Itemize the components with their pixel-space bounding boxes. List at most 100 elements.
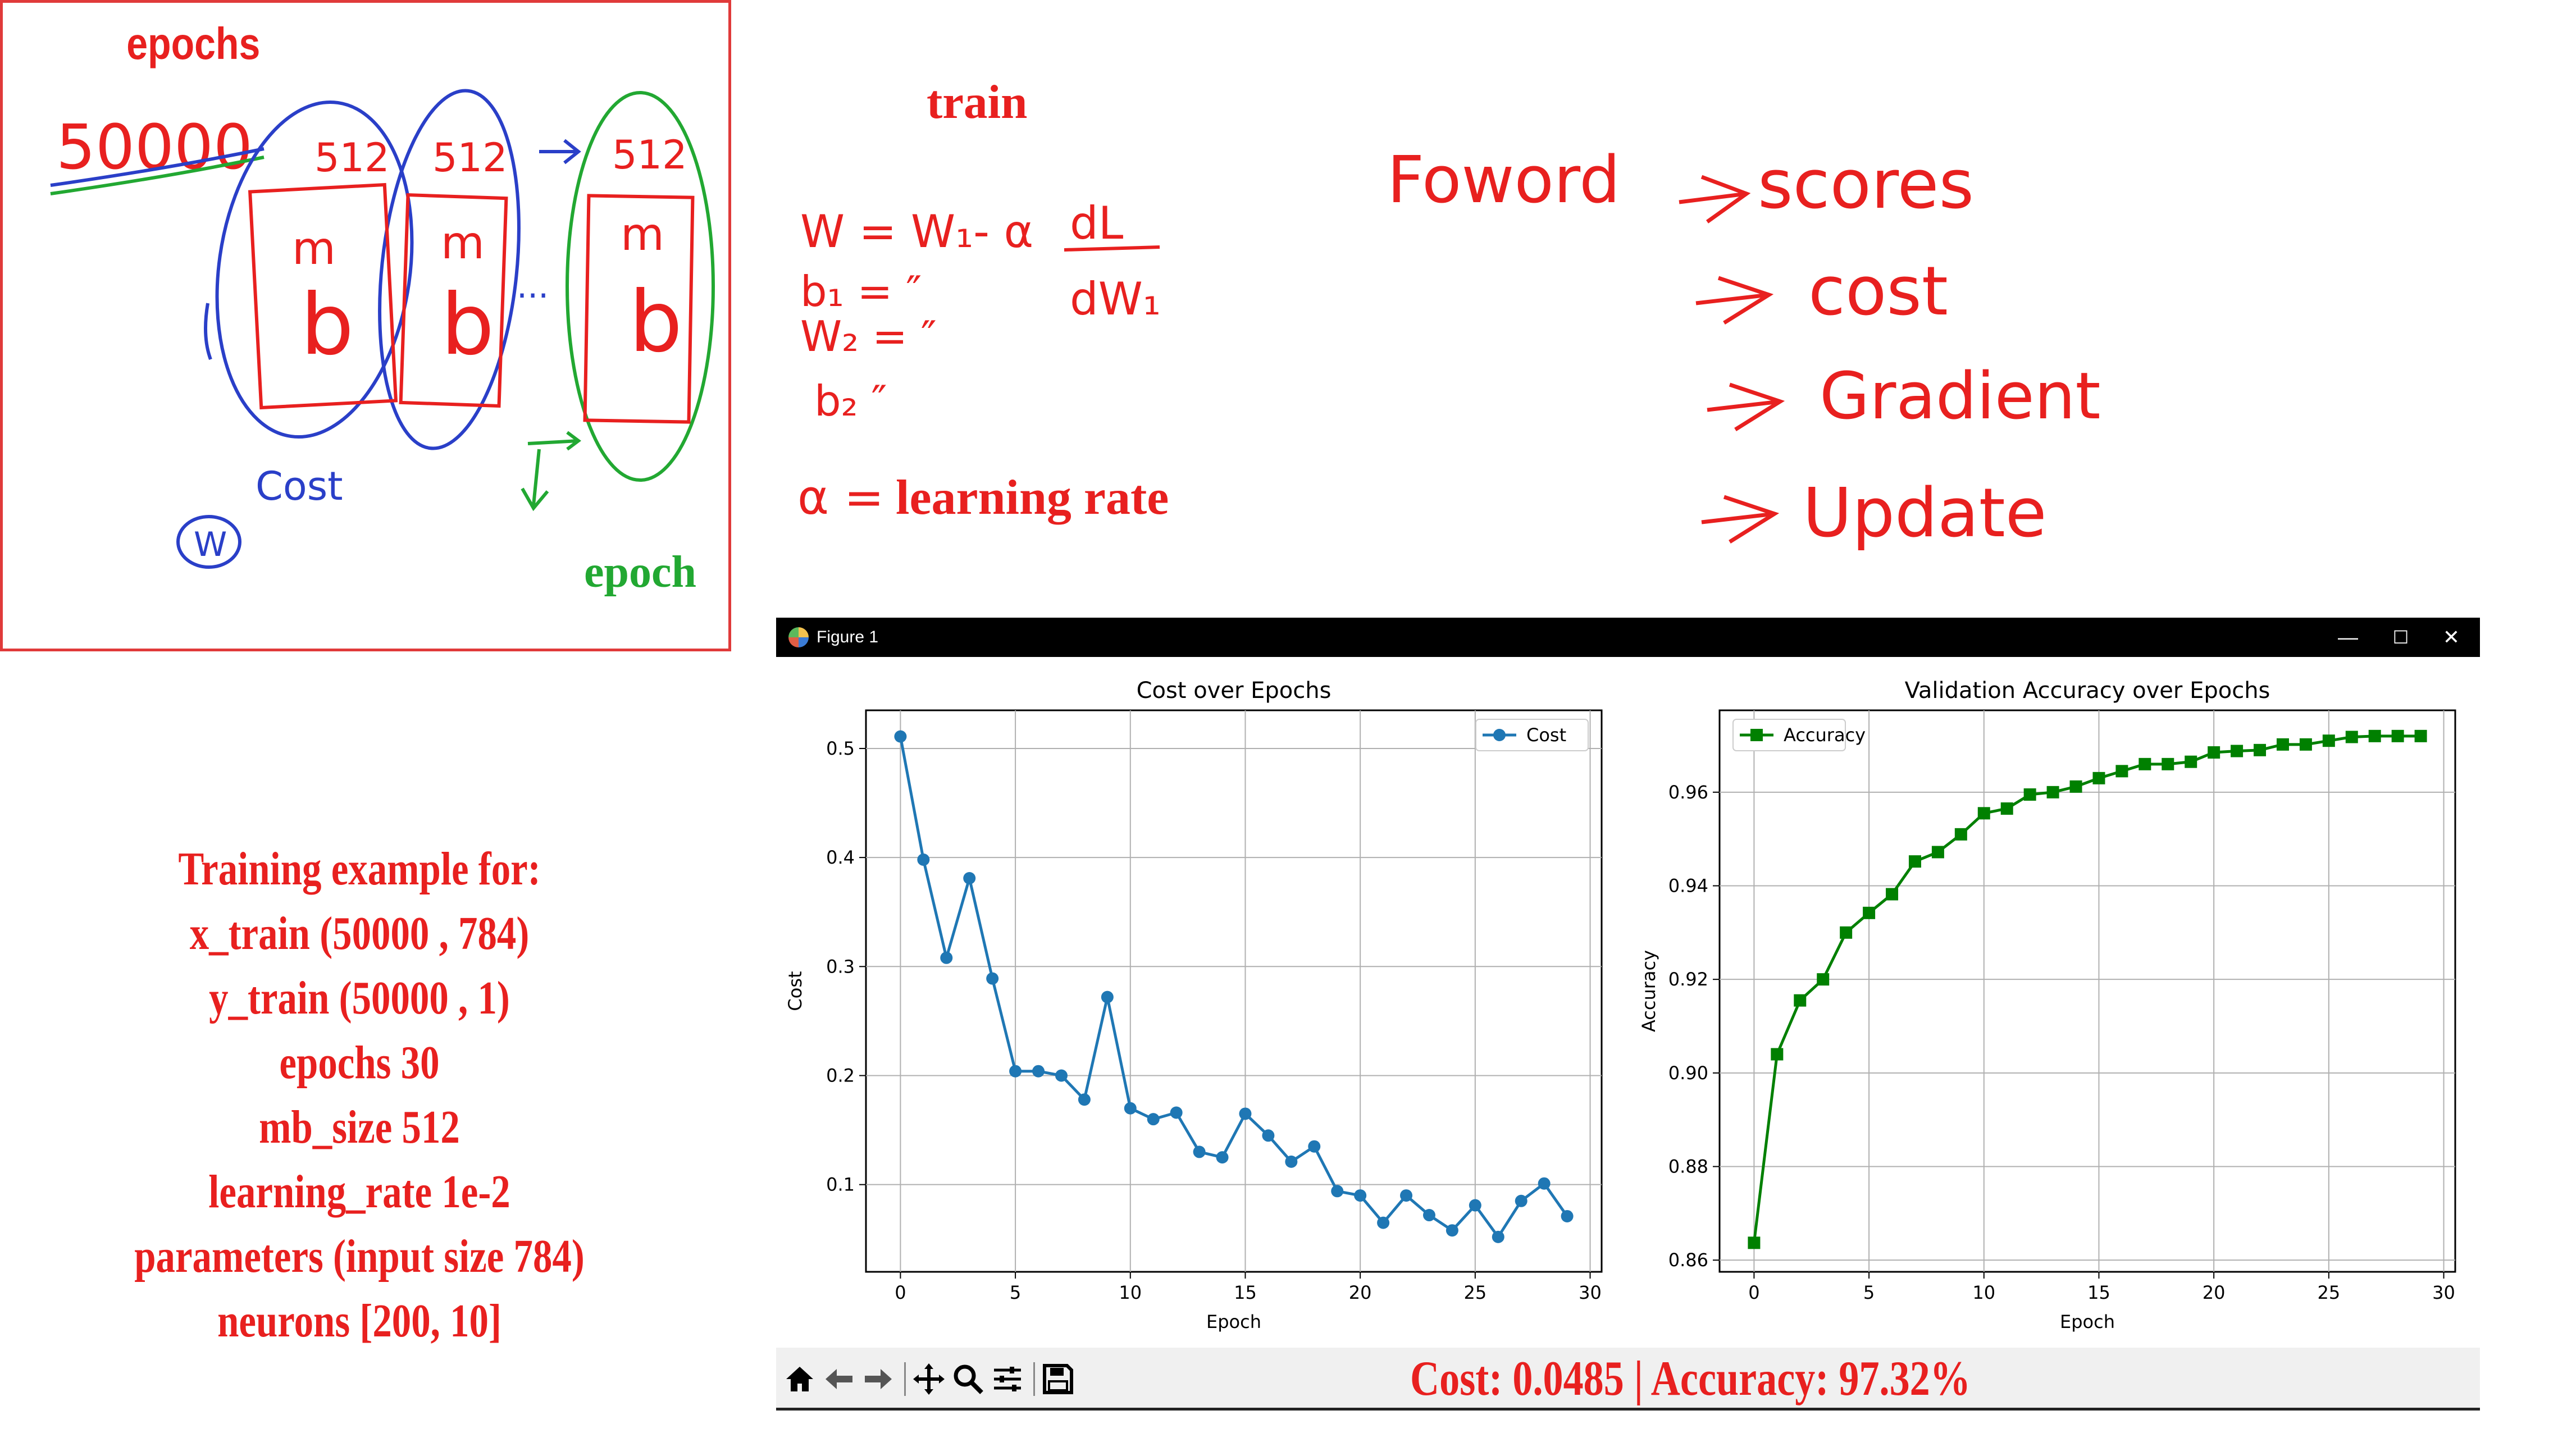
data-point xyxy=(1748,1236,1761,1249)
data-point xyxy=(1400,1189,1413,1202)
training-status-message: Cost: 0.0485 | Accuracy: 97.32% xyxy=(1410,1352,1971,1406)
sketch-ellipsis: ... xyxy=(517,267,549,306)
training-info: Training example for: x_train (50000 , 7… xyxy=(111,837,608,1353)
training-info-line: x_train (50000 , 784) xyxy=(189,907,530,960)
data-point xyxy=(1147,1113,1160,1126)
whiteboard-annotations: epochs 50000 512 512 512 m b m b m b ...… xyxy=(50,19,2101,597)
cost-axes: 0 5 10 15 20 25 30 0.1 0.2 0.3 0.4 0.5 Cost over Ep… xyxy=(785,678,1603,1332)
x-tick-label: 5 xyxy=(1863,1282,1875,1303)
x-tick-label: 15 xyxy=(2087,1282,2110,1303)
data-point xyxy=(1886,888,1899,901)
x-tick-label: 0 xyxy=(1748,1282,1759,1303)
cost-legend-label: Cost xyxy=(1526,724,1566,746)
data-point xyxy=(894,730,907,743)
data-point xyxy=(1794,994,1807,1007)
batch-ellipse-2 xyxy=(378,89,521,450)
cost-legend-marker xyxy=(1493,729,1506,741)
training-info-line: parameters (input size 784) xyxy=(134,1230,585,1282)
data-point xyxy=(2368,729,2381,742)
arrow-icon xyxy=(1695,276,1774,325)
save-icon[interactable] xyxy=(1040,1361,1076,1397)
zoom-icon[interactable] xyxy=(950,1361,986,1397)
training-info-line: neurons [200, 10] xyxy=(217,1295,501,1347)
flow-arrows xyxy=(1679,175,1785,544)
x-tick-label: 0 xyxy=(895,1282,906,1303)
accuracy-legend: Accuracy xyxy=(1732,719,1866,751)
figure-canvas[interactable]: 0 5 10 15 20 25 30 0.1 0.2 0.3 0.4 0.5 Cost over Ep… xyxy=(776,657,2480,1348)
data-point xyxy=(2254,743,2267,756)
accuracy-plot-frame xyxy=(1718,709,2456,1273)
window-titlebar[interactable]: Figure 1 — ☐ ✕ xyxy=(776,618,2480,657)
data-point xyxy=(1239,1107,1252,1120)
data-point xyxy=(1538,1177,1551,1190)
data-point xyxy=(1492,1230,1504,1243)
cost-legend-box xyxy=(1475,719,1589,751)
accuracy-x-axis-label: Epoch xyxy=(2060,1311,2115,1332)
mb-letter-m-1: m xyxy=(292,222,336,275)
y-tick-label: 0.88 xyxy=(1668,1156,1708,1177)
flow-step-cost: cost xyxy=(1808,253,1948,331)
figure-window[interactable]: Figure 1 — ☐ ✕ 0 5 10 15 20 25 30 0.1 0.2 0.3 0.4 0… xyxy=(776,618,2480,1411)
data-point xyxy=(1771,1048,1784,1061)
data-point xyxy=(1285,1155,1298,1168)
pan-icon[interactable] xyxy=(911,1361,947,1397)
batch-size-3: 512 xyxy=(612,132,687,178)
sketch-frame xyxy=(0,0,731,651)
batch-box-3 xyxy=(583,194,695,424)
arrow-icon xyxy=(1707,382,1785,431)
data-point xyxy=(1216,1151,1229,1164)
data-point xyxy=(2115,765,2128,778)
data-point xyxy=(1331,1185,1344,1198)
accuracy-series xyxy=(1748,729,2427,1249)
data-point xyxy=(1308,1140,1321,1153)
data-point xyxy=(2000,802,2013,815)
forward-icon[interactable] xyxy=(860,1361,896,1397)
train-deriv-den: dW₁ xyxy=(1070,273,1161,325)
back-icon[interactable] xyxy=(821,1361,857,1397)
data-point xyxy=(1354,1189,1367,1202)
data-point xyxy=(2185,755,2197,768)
arrow-icon xyxy=(1679,175,1751,223)
train-line-3: W₂ = ″ xyxy=(800,312,937,361)
data-point xyxy=(1931,846,1944,859)
accuracy-chart-title: Validation Accuracy over Epochs xyxy=(1905,678,2270,704)
x-tick-label: 20 xyxy=(2203,1282,2226,1303)
maximize-button[interactable]: ☐ xyxy=(2392,627,2409,647)
data-point xyxy=(963,872,976,885)
data-point xyxy=(2092,772,2105,784)
data-point xyxy=(1954,828,1967,841)
home-icon[interactable] xyxy=(782,1361,818,1397)
data-point xyxy=(1469,1199,1481,1212)
alpha-definition: learning rate xyxy=(896,471,1169,525)
minimize-button[interactable]: — xyxy=(2338,626,2358,649)
configure-icon[interactable] xyxy=(990,1361,1025,1397)
x-tick-label: 30 xyxy=(2432,1282,2455,1303)
epoch-ellipse xyxy=(566,91,715,482)
x-tick-label: 20 xyxy=(1349,1282,1372,1303)
data-point xyxy=(2276,738,2289,751)
data-point xyxy=(1055,1069,1068,1082)
mb-letter-b-3: b xyxy=(629,273,682,371)
batch-box-2 xyxy=(399,193,508,408)
x-tick-label: 5 xyxy=(1010,1282,1021,1303)
cost-chart-title: Cost over Epochs xyxy=(1137,678,1332,704)
y-tick-label: 0.92 xyxy=(1668,969,1708,990)
training-info-line: Training example for: xyxy=(178,843,541,895)
matplotlib-icon xyxy=(788,627,809,647)
y-tick-label: 0.90 xyxy=(1668,1062,1708,1084)
data-point xyxy=(2322,734,2335,747)
w-circle xyxy=(176,515,241,569)
accuracy-legend-marker xyxy=(1750,729,1763,741)
sketch-epoch-label: epoch xyxy=(584,547,696,597)
sketch-w-label: W xyxy=(194,525,227,564)
loop-arrow-icon xyxy=(521,431,581,512)
data-point xyxy=(1863,906,1876,919)
close-button[interactable]: ✕ xyxy=(2442,626,2460,649)
window-title: Figure 1 xyxy=(817,628,879,646)
batch-box-1 xyxy=(248,182,398,410)
flow-step-gradient: Gradient xyxy=(1820,359,2101,434)
data-point xyxy=(2069,780,2082,793)
y-tick-label: 0.94 xyxy=(1668,875,1708,897)
batch-size-1: 512 xyxy=(314,135,390,181)
data-point xyxy=(2299,738,2312,751)
